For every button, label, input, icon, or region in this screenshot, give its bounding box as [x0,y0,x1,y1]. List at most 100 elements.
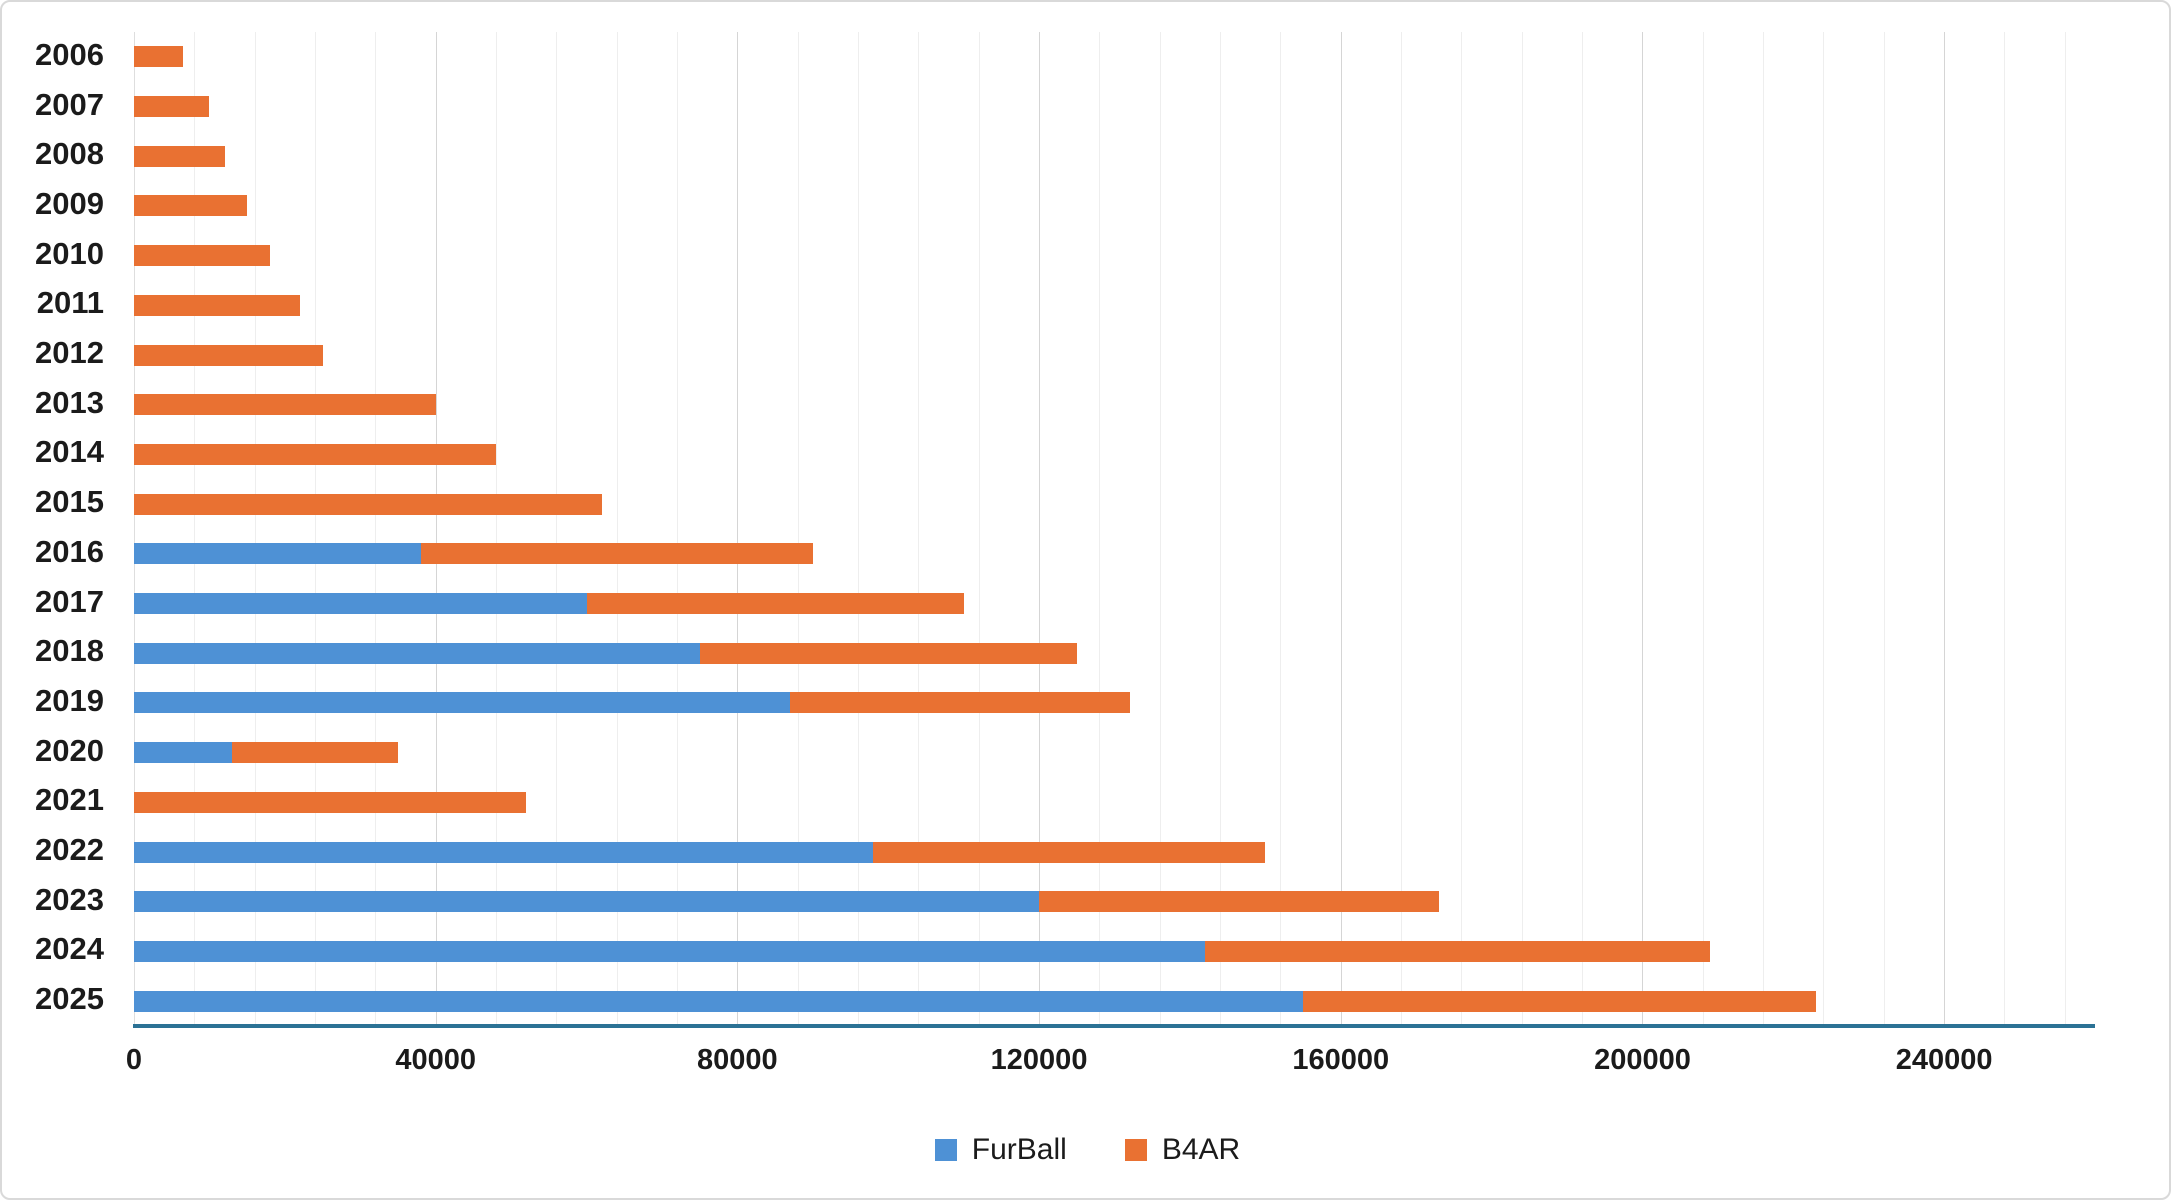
y-label-2006: 2006 [35,36,104,72]
bar-2015-b4ar [134,493,602,515]
minor-gridline [1401,32,1403,1026]
minor-gridline [254,32,256,1026]
y-label-2015: 2015 [35,484,104,520]
gridline-zero [134,32,135,1026]
bar-2016-furball [134,543,421,565]
minor-gridline [1883,32,1885,1026]
minor-gridline [616,32,618,1026]
y-label-2019: 2019 [35,682,104,718]
bar-2010-b4ar [134,245,270,267]
bar-2006-b4ar [134,46,184,68]
bar-2014-b4ar [134,443,497,465]
bar-2025-furball [134,990,1304,1012]
minor-gridline [918,32,920,1026]
x-label-160000: 160000 [1292,1044,1390,1076]
bar-2024-b4ar [1205,940,1711,962]
y-axis-category-labels: 2006 2007 2008 2009 2010 2011 2012 2013 2014 2015… [2,32,116,1026]
minor-gridline [978,32,980,1026]
x-label-80000: 80000 [697,1044,778,1076]
b4ar-legend-label: B4AR [1161,1133,1241,1166]
bar-2009-b4ar [134,195,248,217]
y-label-2010: 2010 [35,235,104,271]
y-label-2021: 2021 [35,782,104,818]
y-label-2022: 2022 [35,832,104,868]
minor-gridline [677,32,679,1026]
x-label-120000: 120000 [990,1044,1088,1076]
furball-legend-label: FurBall [971,1133,1067,1166]
minor-gridline [797,32,799,1026]
x-label-40000: 40000 [395,1044,477,1076]
bar-2012-b4ar [134,344,323,366]
y-label-2008: 2008 [35,136,104,172]
minor-gridline [1763,32,1765,1026]
bar-2019-b4ar [790,692,1130,714]
bar-2022-b4ar [873,841,1266,863]
minor-gridline [1159,32,1161,1026]
x-label-200000: 200000 [1594,1044,1691,1076]
y-label-2014: 2014 [35,434,104,470]
minor-gridline [556,32,558,1026]
bar-2023-b4ar [1039,891,1439,913]
y-label-2018: 2018 [35,633,104,669]
y-label-2020: 2020 [35,732,104,768]
minor-gridline [1461,32,1463,1026]
minor-gridline [2064,32,2066,1026]
minor-gridline [1099,32,1101,1026]
x-axis-line [133,1024,2095,1028]
minor-gridline [194,32,196,1026]
bar-2021-b4ar [134,791,527,813]
legend-item-furball: FurBall [934,1133,1067,1167]
minor-gridline [1521,32,1523,1026]
y-label-2024: 2024 [35,931,104,967]
chart-legend: FurBall B4AR [2,1128,2169,1172]
minor-gridline [375,32,377,1026]
major-gridline [1039,32,1041,1026]
bar-2007-b4ar [134,96,210,118]
bar-2017-b4ar [586,593,964,615]
y-label-2009: 2009 [35,185,104,221]
major-gridline [1340,32,1342,1026]
bar-2019-furball [134,692,791,714]
y-label-2012: 2012 [35,335,104,371]
bar-2024-furball [134,940,1205,962]
bar-2025-b4ar [1303,990,1816,1012]
minor-gridline [496,32,498,1026]
bar-2013-b4ar [134,394,436,416]
furball-legend-swatch [934,1139,957,1161]
y-label-2013: 2013 [35,384,104,420]
minor-gridline [2004,32,2006,1026]
x-label-0: 0 [125,1044,143,1076]
bar-2016-b4ar [420,543,813,565]
y-label-2016: 2016 [35,533,104,569]
minor-gridline [1220,32,1222,1026]
major-gridline [435,32,437,1026]
bar-2018-furball [134,642,700,664]
bar-2017-furball [134,593,587,615]
minor-gridline [1582,32,1584,1026]
minor-gridline [858,32,860,1026]
major-gridline [737,32,739,1026]
legend-item-b4ar: B4AR [1124,1133,1241,1167]
y-label-2007: 2007 [35,86,104,122]
plot-area [134,32,2095,1026]
x-label-240000: 240000 [1895,1044,1993,1076]
y-label-2023: 2023 [35,881,104,917]
major-gridline [1944,32,1946,1026]
y-label-2025: 2025 [35,981,104,1017]
bar-2008-b4ar [134,145,225,167]
bar-2020-furball [134,742,233,764]
minor-gridline [1823,32,1825,1026]
minor-gridline [315,32,316,1026]
y-label-2011: 2011 [36,285,104,321]
bar-2020-b4ar [232,742,398,764]
minor-gridline [1702,32,1704,1026]
bar-2023-furball [134,891,1040,913]
y-label-2017: 2017 [35,583,104,619]
major-gridline [1642,32,1644,1026]
b4ar-legend-swatch [1124,1139,1147,1161]
bar-2018-b4ar [699,642,1077,664]
bar-2022-furball [134,841,874,863]
minor-gridline [1280,32,1282,1026]
x-axis-tick-labels: 0 40000 80000 120000 160000 200000 240000 [2,1044,2169,1084]
